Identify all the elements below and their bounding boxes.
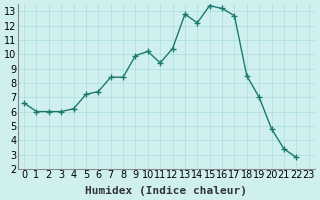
X-axis label: Humidex (Indice chaleur): Humidex (Indice chaleur)	[85, 186, 247, 196]
